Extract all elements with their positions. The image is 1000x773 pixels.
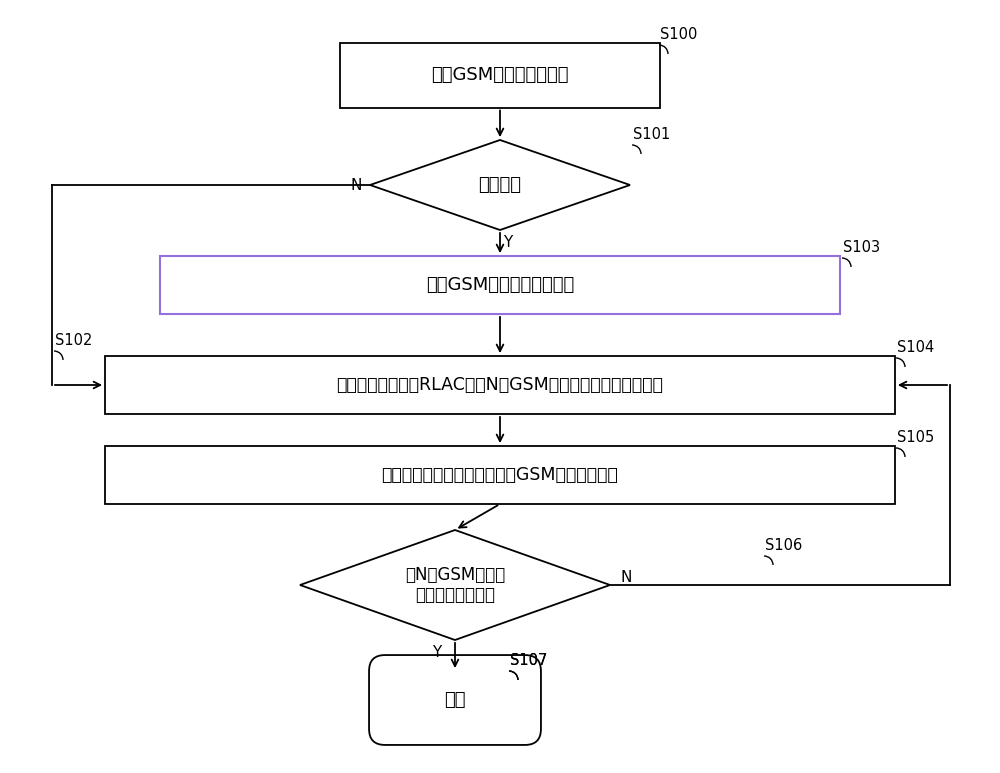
Text: S107: S107 [510, 653, 547, 668]
Text: S103: S103 [843, 240, 880, 255]
Text: 根据系统消息获取信息保存到GSM邻区信息表中: 根据系统消息获取信息保存到GSM邻区信息表中 [382, 466, 618, 484]
Text: S100: S100 [660, 27, 697, 42]
FancyBboxPatch shape [105, 356, 895, 414]
Text: S105: S105 [897, 430, 934, 445]
Text: 前N强GSM邻区，
已经读完系统消息: 前N强GSM邻区， 已经读完系统消息 [405, 566, 505, 604]
Text: N: N [620, 570, 631, 584]
Text: S101: S101 [633, 127, 670, 142]
Polygon shape [370, 140, 630, 230]
Text: S106: S106 [765, 538, 802, 553]
Text: S104: S104 [897, 340, 934, 355]
Text: Y: Y [432, 645, 442, 660]
Text: 找出信号强度大于RLAC的前N强GSM邻区，依次读取系统消息: 找出信号强度大于RLAC的前N强GSM邻区，依次读取系统消息 [337, 376, 663, 394]
FancyBboxPatch shape [340, 43, 660, 107]
FancyBboxPatch shape [160, 256, 840, 314]
FancyBboxPatch shape [105, 446, 895, 504]
Polygon shape [300, 530, 610, 640]
FancyBboxPatch shape [369, 655, 541, 745]
Text: 根据GSM邻区信号强度排序: 根据GSM邻区信号强度排序 [426, 276, 574, 294]
Text: Y: Y [503, 235, 513, 250]
Text: N: N [351, 178, 362, 192]
Text: S107: S107 [510, 653, 547, 668]
Text: 结束: 结束 [444, 691, 466, 709]
Text: S102: S102 [55, 333, 92, 348]
Text: 获取GSM邻区的信号强度: 获取GSM邻区的信号强度 [431, 66, 569, 84]
Text: 空闲状态: 空闲状态 [479, 176, 522, 194]
